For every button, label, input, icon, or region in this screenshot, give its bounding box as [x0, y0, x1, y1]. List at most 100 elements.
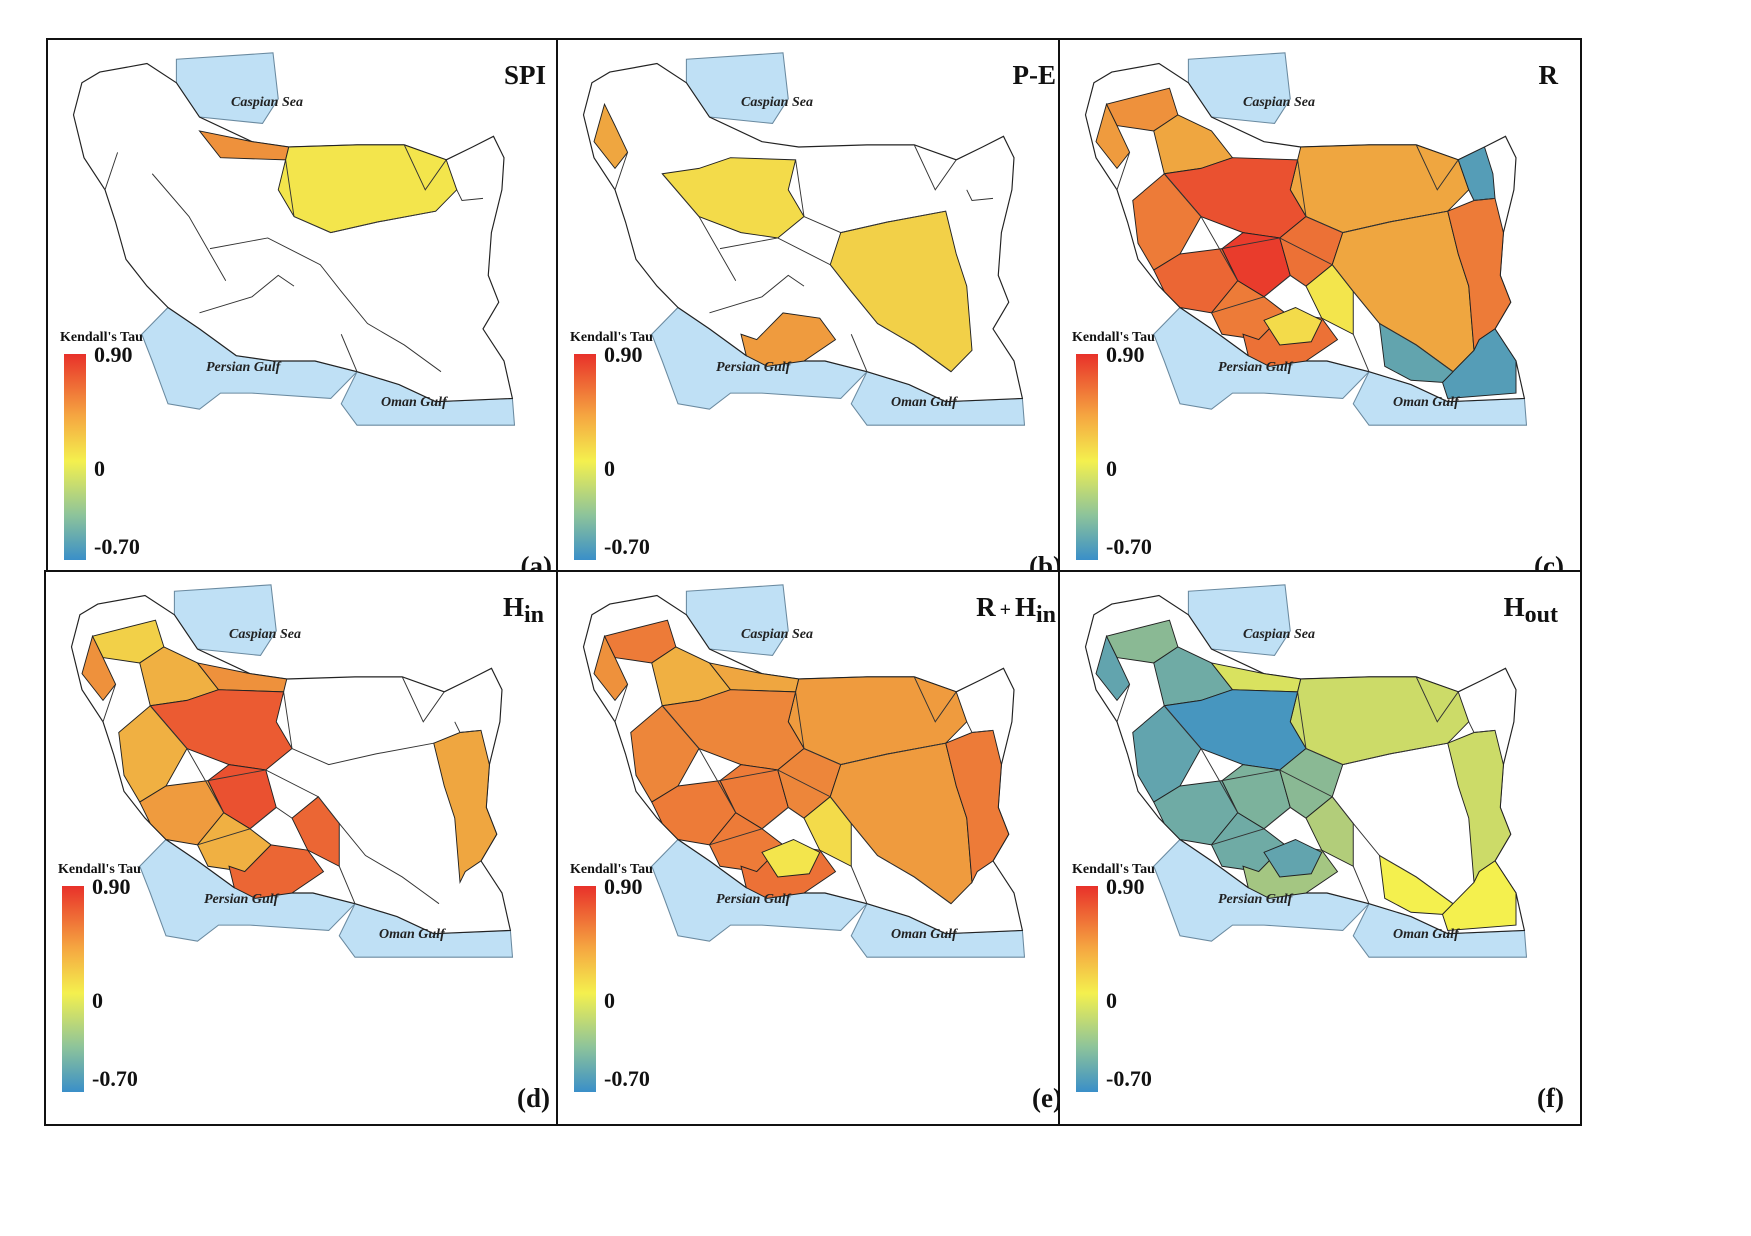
iran-basin-map [1084, 584, 1528, 958]
basin-boundary [209, 237, 442, 373]
basin-boundary [795, 691, 946, 766]
caspian-sea-label: Caspian Sea [231, 95, 303, 110]
basin-boundary [709, 274, 805, 314]
panel-letter: (e) [1032, 1083, 1062, 1113]
basin-boundary [719, 237, 952, 373]
persian-gulf-label: Persian Gulf [204, 892, 279, 907]
panel-title: Hout [1504, 592, 1558, 629]
basin-boundary [401, 676, 445, 723]
iran-basin-map [72, 52, 516, 426]
basin-urmia [593, 634, 629, 702]
oman-gulf-label: Oman Gulf [379, 927, 445, 942]
panel-title: R [1539, 60, 1559, 91]
basin-boundary [338, 866, 356, 904]
basin-urmia [1095, 634, 1131, 702]
legend-title: Kendall's Tau [60, 330, 143, 345]
basin-boundary [454, 721, 482, 734]
oman-gulf-label: Oman Gulf [381, 395, 447, 410]
map-panel-a: SPI Caspian Sea Persian Gulf Oman Gulf K… [46, 38, 570, 594]
title-subscript: in [1035, 602, 1056, 628]
basin-persian-coast [228, 844, 325, 899]
basin-fars-inner [1263, 838, 1323, 878]
basin-boundary [151, 173, 227, 281]
legend-min-label: -0.70 [94, 534, 140, 559]
legend-mid-label: 0 [604, 988, 615, 1013]
iran-basin-map [582, 52, 1026, 426]
basin-boundary [1415, 676, 1459, 723]
persian-gulf-label: Persian Gulf [206, 360, 281, 375]
basin-namak [1163, 157, 1307, 239]
basin-urmia [81, 634, 117, 702]
basin-namak [661, 689, 805, 771]
legend-mid-label: 0 [1106, 988, 1117, 1013]
basin-boundary [1468, 721, 1496, 734]
basin-boundary [1468, 189, 1496, 202]
legend-max-label: 0.90 [1106, 342, 1145, 367]
legend-max-label: 0.90 [604, 874, 643, 899]
panel-title: Hin [503, 592, 544, 629]
legend-max-label: 0.90 [604, 342, 643, 367]
basin-boundary [1116, 152, 1131, 190]
legend-max-label: 0.90 [92, 874, 131, 899]
legend-mid-label: 0 [92, 988, 103, 1013]
title-subscript: out [1524, 602, 1558, 628]
caspian-sea-label: Caspian Sea [741, 95, 813, 110]
iran-basin-map [70, 584, 514, 958]
legend-color-bar [1076, 354, 1098, 560]
title-main: R [1538, 60, 1559, 90]
panel-letter: (f) [1537, 1083, 1564, 1113]
color-legend: Kendall's Tau 0.90 0 -0.70 [570, 330, 710, 570]
title-main: H [502, 592, 524, 622]
basin-boundary [850, 334, 868, 372]
legend-title: Kendall's Tau [570, 862, 653, 877]
legend-color-bar [574, 354, 596, 560]
legend-color-bar [574, 886, 596, 1092]
basin-fars-inner [1263, 306, 1323, 346]
color-legend: Kendall's Tau 0.90 0 -0.70 [60, 330, 200, 570]
basin-boundary [1352, 866, 1370, 904]
legend-max-label: 0.90 [1106, 874, 1145, 899]
basin-makran [1441, 328, 1517, 399]
basin-boundary [102, 684, 117, 722]
title-subscript: in [523, 602, 544, 628]
basin-persian-coast [740, 312, 837, 367]
basin-boundary [1211, 806, 1307, 846]
legend-min-label: -0.70 [1106, 1066, 1152, 1091]
basin-boundary [1297, 159, 1448, 234]
legend-title: Kendall's Tau [58, 862, 141, 877]
oman-gulf-label: Oman Gulf [891, 395, 957, 410]
title-main: R [976, 592, 996, 622]
iran-basin-map [1084, 52, 1528, 426]
basin-boundary [850, 866, 868, 904]
basin-namak [661, 157, 805, 239]
caspian-sea-label: Caspian Sea [229, 627, 301, 642]
basin-boundary [614, 684, 629, 722]
legend-max-label: 0.90 [94, 342, 133, 367]
basin-boundary [456, 189, 484, 202]
basin-boundary [197, 806, 293, 846]
legend-mid-label: 0 [604, 456, 615, 481]
basin-boundary [719, 769, 952, 905]
basin-kavir-south [1305, 264, 1354, 336]
basin-kavir-south [291, 796, 340, 868]
legend-title: Kendall's Tau [1072, 862, 1155, 877]
map-panel-d: Hin Caspian Sea Persian Gulf Oman Gulf K… [44, 570, 568, 1126]
caspian-sea-label: Caspian Sea [1243, 95, 1315, 110]
legend-title: Kendall's Tau [570, 330, 653, 345]
panel-title: P-E [1013, 60, 1057, 91]
legend-color-bar [64, 354, 86, 560]
basin-boundary [283, 691, 434, 766]
basin-boundary [1116, 684, 1131, 722]
basin-boundary [1163, 705, 1239, 813]
iran-basin-map [582, 584, 1026, 958]
legend-min-label: -0.70 [92, 1066, 138, 1091]
basin-urmia [593, 102, 629, 170]
basin-boundary [1352, 334, 1370, 372]
legend-min-label: -0.70 [604, 534, 650, 559]
legend-mid-label: 0 [1106, 456, 1117, 481]
basin-kavir-south [1305, 796, 1354, 868]
basin-boundary [966, 721, 994, 734]
basin-namak [149, 689, 293, 771]
panel-title: SPI [504, 60, 546, 91]
basin-boundary [913, 144, 957, 191]
